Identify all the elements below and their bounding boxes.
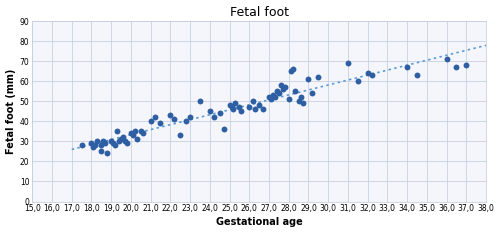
Point (138, 131, 146, 135)
Point (78, 144, 86, 147)
Point (251, 107, 259, 111)
Point (196, 99, 204, 103)
Point (150, 116, 158, 119)
Y-axis label: Fetal foot (mm): Fetal foot (mm) (6, 69, 16, 154)
Point (230, 107, 237, 111)
Point (123, 141, 131, 145)
Point (111, 144, 119, 147)
Point (107, 140, 115, 143)
Point (170, 117, 178, 121)
Point (137, 130, 145, 133)
Point (442, 57, 450, 61)
Point (226, 103, 234, 107)
Point (131, 130, 139, 133)
Point (216, 111, 224, 115)
Point (281, 85, 289, 89)
Point (166, 113, 174, 117)
Point (265, 95, 273, 99)
Point (273, 89, 281, 93)
Point (269, 93, 277, 97)
Point (304, 77, 312, 81)
Point (314, 75, 322, 79)
Point (127, 131, 135, 135)
Point (267, 97, 275, 101)
Point (308, 91, 316, 95)
Point (277, 83, 285, 87)
Title: Fetal foot: Fetal foot (230, 6, 288, 19)
Point (98, 150, 106, 153)
Point (113, 130, 121, 133)
Point (220, 127, 228, 131)
Point (210, 116, 218, 119)
Point (206, 110, 214, 113)
Point (296, 95, 304, 99)
Point (452, 65, 460, 69)
Point (275, 91, 283, 95)
Point (294, 99, 302, 103)
Point (92, 144, 100, 147)
Point (176, 134, 184, 137)
Point (156, 121, 164, 125)
Point (290, 89, 298, 93)
Point (186, 116, 194, 119)
Point (255, 103, 263, 107)
Point (364, 71, 372, 75)
Point (368, 73, 376, 77)
Point (94, 140, 102, 143)
Point (238, 110, 246, 113)
Point (133, 137, 141, 141)
Point (88, 141, 96, 145)
Point (279, 87, 287, 91)
Point (121, 140, 129, 143)
Point (413, 73, 421, 77)
Point (117, 137, 125, 141)
Point (354, 79, 362, 83)
Point (286, 69, 294, 73)
Point (284, 97, 292, 101)
Point (129, 134, 137, 137)
Point (298, 101, 306, 105)
X-axis label: Gestational age: Gestational age (216, 217, 302, 227)
Point (259, 107, 267, 111)
Point (232, 101, 239, 105)
Point (249, 99, 257, 103)
Point (344, 61, 352, 65)
Point (462, 63, 470, 67)
Point (228, 106, 235, 109)
Point (403, 65, 411, 69)
Point (119, 136, 127, 139)
Point (182, 120, 190, 123)
Point (109, 141, 117, 145)
Point (246, 106, 254, 109)
Point (98, 144, 106, 147)
Point (115, 140, 123, 143)
Point (103, 151, 111, 155)
Point (101, 141, 109, 145)
Point (271, 95, 279, 99)
Point (288, 67, 296, 71)
Point (236, 106, 244, 109)
Point (90, 146, 98, 149)
Point (100, 140, 108, 143)
Point (146, 120, 154, 123)
